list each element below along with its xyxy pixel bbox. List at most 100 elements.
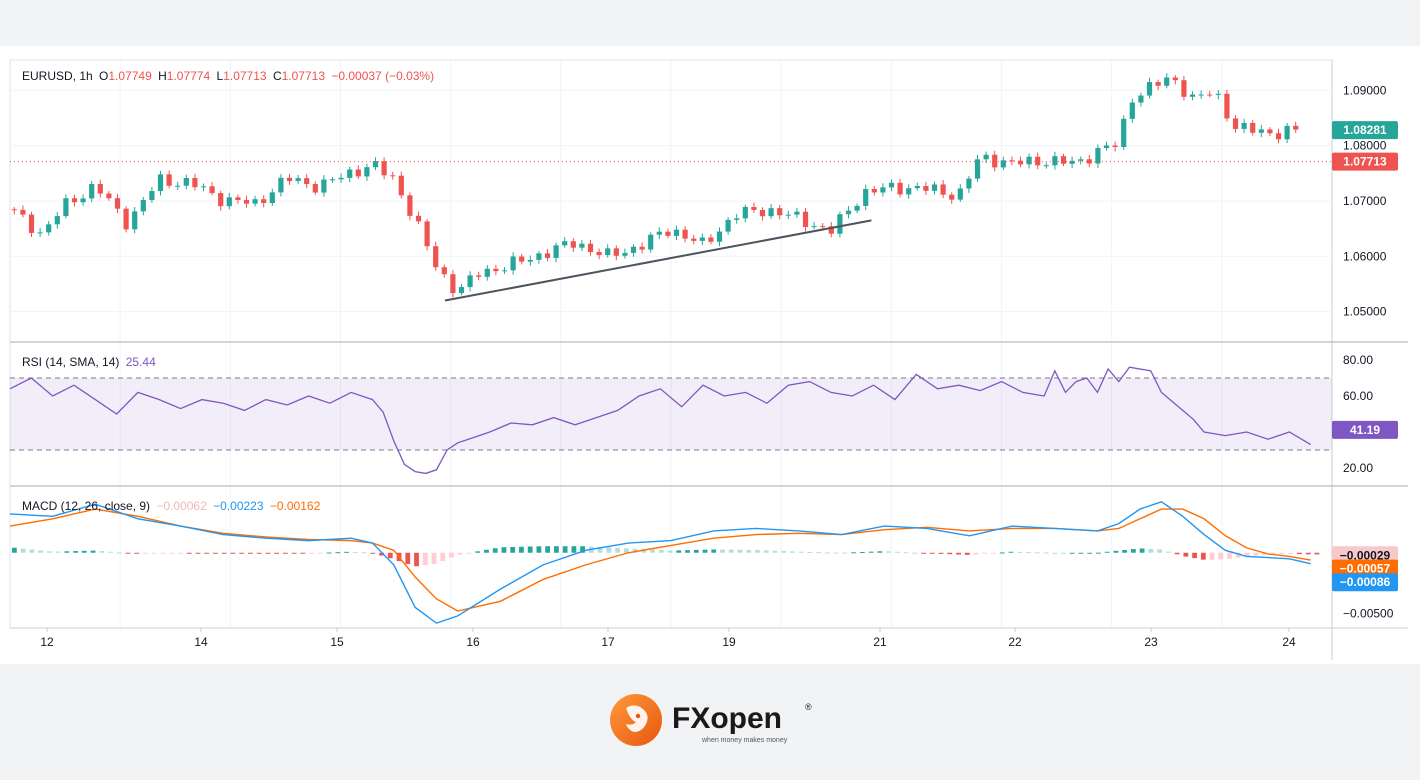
- candle-body: [605, 248, 611, 256]
- current-price-badge: 1.08281: [1332, 121, 1398, 140]
- candle-body: [622, 252, 628, 256]
- histogram-bar: [894, 551, 900, 553]
- fxopen-logo: FXopen ® when money makes money: [610, 694, 812, 746]
- candle-body: [433, 246, 439, 268]
- histogram-bar: [702, 549, 708, 553]
- histogram-bar: [816, 552, 822, 554]
- candle-body: [656, 231, 662, 235]
- histogram-bar: [947, 552, 953, 555]
- histogram-bar: [221, 552, 227, 554]
- histogram-bar: [1104, 551, 1110, 553]
- macd-signal-badge: −0.00057: [1332, 559, 1398, 578]
- candle-body: [553, 245, 559, 258]
- histogram-bar: [851, 552, 857, 554]
- candle-body: [1052, 156, 1058, 166]
- histogram-bar: [230, 552, 236, 554]
- histogram-bar: [1192, 552, 1197, 559]
- histogram-bar: [291, 552, 297, 554]
- rsi-line: [9, 366, 1312, 475]
- candle-body: [1172, 77, 1178, 81]
- candle-body: [1207, 94, 1213, 96]
- macd-tick-label: −0.00500: [1343, 606, 1394, 620]
- candle-body: [364, 167, 370, 177]
- histogram-bar: [213, 552, 218, 554]
- candle-body: [140, 199, 146, 212]
- candle-body: [1241, 122, 1247, 129]
- candle-body: [845, 210, 852, 215]
- candle-body: [424, 221, 430, 247]
- histogram-bar: [1148, 548, 1154, 553]
- candle-body: [218, 193, 224, 207]
- histogram-bar: [484, 549, 489, 553]
- histogram-bar: [317, 552, 323, 554]
- candle-body: [149, 191, 155, 200]
- rsi-legend-value: 25.44: [125, 355, 156, 369]
- candle-body: [1181, 80, 1187, 97]
- histogram-bar: [1200, 552, 1206, 560]
- current-price-badge-bg: [1332, 121, 1398, 140]
- histogram-bar: [1183, 552, 1189, 557]
- candle-body: [691, 238, 697, 241]
- histogram-bar: [457, 552, 463, 555]
- support-trendline[interactable]: [444, 219, 872, 302]
- candle-body: [957, 188, 963, 200]
- candle-body: [209, 186, 215, 194]
- candle-body: [708, 237, 714, 242]
- footer-bar: [0, 664, 1420, 780]
- symbol-label: EURUSD, 1h: [22, 69, 93, 83]
- histogram-bar: [903, 552, 909, 554]
- macd-signal-badge-bg: [1332, 559, 1398, 578]
- histogram-bar: [737, 549, 743, 553]
- histogram-bar: [405, 552, 411, 564]
- histogram-bar: [615, 547, 620, 553]
- macd-line: [9, 501, 1311, 624]
- candle-body: [1060, 156, 1067, 164]
- histogram-bar: [1165, 551, 1171, 553]
- histogram-bar: [536, 546, 542, 553]
- histogram-bar: [300, 552, 306, 554]
- histogram-bar: [693, 549, 699, 553]
- candle-body: [974, 159, 981, 179]
- candle-body: [1000, 160, 1006, 168]
- histogram-bar: [440, 552, 446, 562]
- histogram-bar: [921, 552, 926, 554]
- candle-body: [682, 229, 688, 239]
- candle-body: [286, 177, 293, 182]
- candle-body: [923, 185, 929, 191]
- candle-body: [20, 209, 26, 215]
- candle-body: [441, 267, 447, 275]
- histogram-bar: [553, 546, 559, 553]
- candle-body: [1284, 125, 1290, 140]
- histogram-bar: [169, 552, 175, 554]
- candle-body: [802, 211, 809, 228]
- histogram-bar: [1087, 552, 1093, 554]
- histogram-bar: [562, 546, 568, 553]
- histogram-bar: [431, 552, 437, 564]
- candle-body: [1224, 93, 1230, 119]
- macd-macd-badge-bg: [1332, 573, 1398, 592]
- histogram-bar: [685, 550, 690, 553]
- histogram-bar: [1122, 549, 1128, 553]
- candle-body: [269, 192, 275, 203]
- rsi-tick-label: 20.00: [1343, 461, 1373, 475]
- candle-body: [329, 179, 336, 181]
- histogram-bar: [798, 551, 804, 553]
- histogram-bar: [772, 550, 778, 553]
- candle-body: [854, 205, 860, 211]
- histogram-bar: [781, 551, 787, 553]
- candle-body: [484, 268, 490, 277]
- histogram-bar: [449, 552, 454, 558]
- histogram-bar: [90, 550, 96, 553]
- histogram-bar: [886, 551, 891, 553]
- candle-body: [519, 256, 525, 262]
- candle-body: [355, 169, 361, 177]
- trading-chart[interactable]: 1.05000 1.06000 1.07000 1.08000 1.09000 1.082…: [0, 46, 1420, 664]
- low-value: 1.07713: [223, 69, 267, 83]
- histogram-bar: [650, 549, 655, 553]
- price-tick-label: 1.05000: [1343, 305, 1387, 319]
- candle-body: [536, 253, 542, 260]
- histogram-bar: [29, 549, 35, 553]
- histogram-bar: [807, 551, 813, 553]
- histogram-bar: [64, 551, 70, 553]
- histogram-bar: [1305, 552, 1311, 555]
